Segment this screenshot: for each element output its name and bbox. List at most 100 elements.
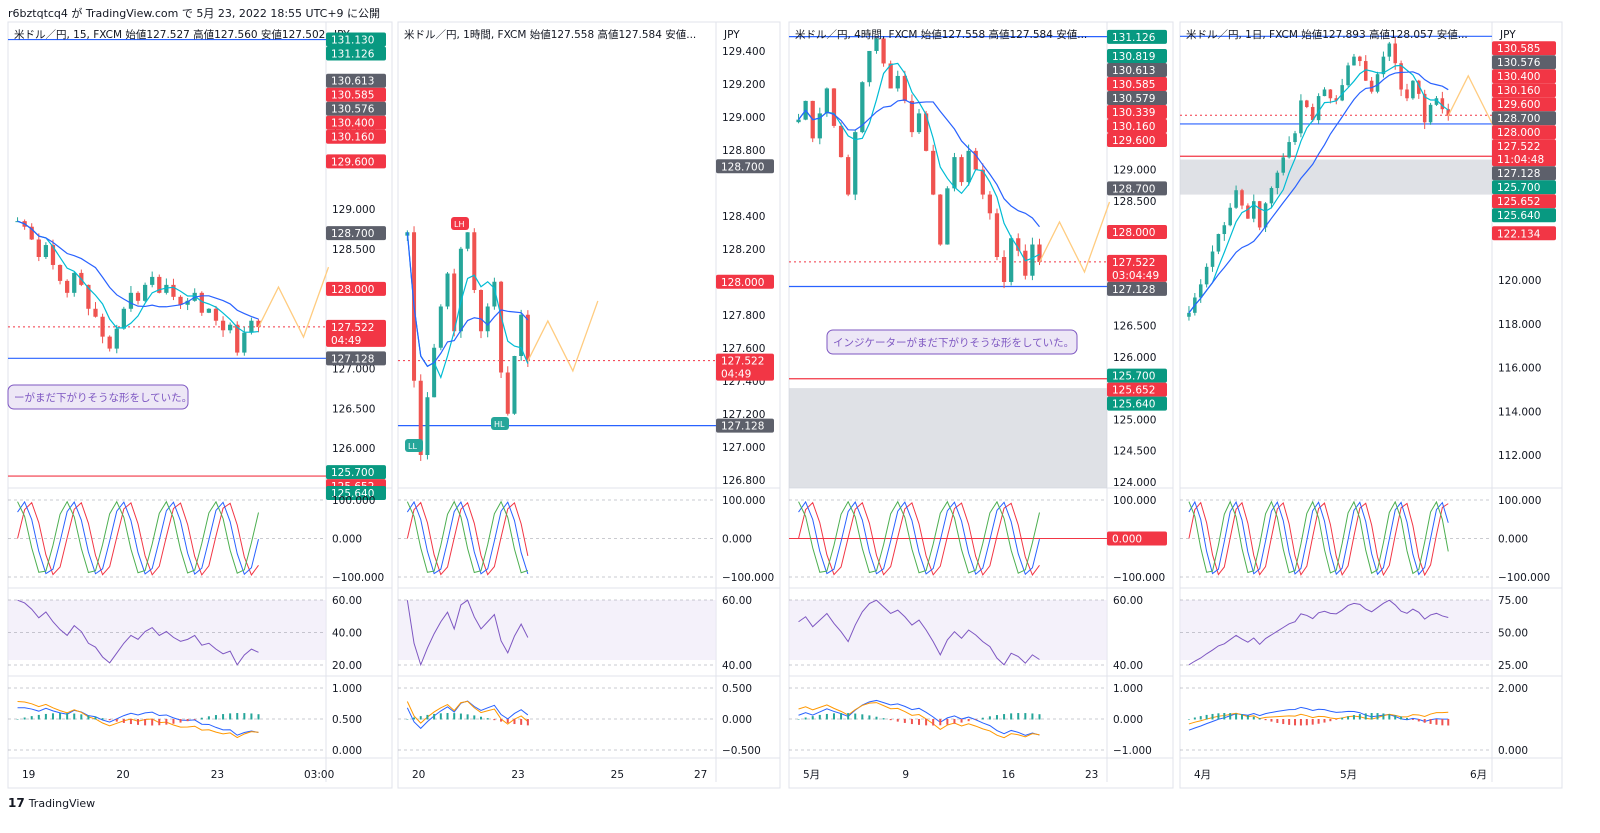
- macd-histogram-bar: [250, 713, 253, 720]
- price-tag-value: 130.576: [331, 104, 375, 116]
- macd-histogram-bar: [1024, 713, 1027, 720]
- candle-body: [150, 276, 155, 285]
- macd-histogram-bar: [1031, 713, 1034, 720]
- macd-histogram-bar: [882, 718, 885, 720]
- candle-body: [157, 276, 162, 293]
- macd-histogram-bar: [229, 713, 232, 720]
- price-tag-value: 125.700: [1497, 182, 1540, 194]
- macd-histogram-bar: [51, 713, 54, 720]
- price-tick-label: 118.000: [1498, 319, 1541, 331]
- indicator-tick-label: 100.000: [332, 495, 375, 507]
- price-tag-value: 125.700: [331, 467, 374, 479]
- candle-body: [1440, 98, 1445, 110]
- price-tag: [326, 281, 386, 296]
- macd-histogram-bar: [486, 718, 489, 720]
- candle-body: [1352, 56, 1356, 66]
- indicator-tick-label: 1.000: [1113, 683, 1143, 695]
- time-tick-label: 23: [211, 769, 224, 781]
- price-tag: [326, 101, 386, 116]
- candle-body: [512, 356, 517, 414]
- candle-body: [1358, 56, 1362, 62]
- macd-histogram-bar: [967, 719, 970, 722]
- price-axis-unit: JPY: [1499, 29, 1516, 41]
- price-tag-value: 131.126: [1112, 32, 1156, 44]
- macd-histogram-bar: [1317, 719, 1320, 724]
- candle-body: [171, 284, 176, 297]
- macd-histogram-bar: [1299, 719, 1302, 726]
- price-tag-value: 125.700: [1112, 371, 1155, 383]
- macd-histogram-bar: [23, 717, 26, 720]
- macd-histogram-bar: [861, 714, 864, 720]
- candle-body: [249, 320, 254, 333]
- ma-long-line: [17, 220, 259, 320]
- macd-histogram-bar: [1282, 719, 1285, 725]
- macd-histogram-bar: [94, 716, 97, 720]
- candle-body: [1405, 89, 1409, 99]
- ma-long-line: [1188, 71, 1449, 314]
- time-tick-label: 27: [694, 769, 707, 781]
- candle-body: [923, 113, 929, 151]
- macd-histogram-bar: [1217, 713, 1220, 720]
- indicator-tick-label: 20.00: [332, 660, 362, 672]
- price-tag: [1107, 181, 1167, 196]
- price-tag: [1492, 194, 1556, 209]
- candle-body: [1428, 104, 1433, 123]
- footer[interactable]: 17 TradingView: [8, 796, 95, 810]
- macd-histogram-bar: [1240, 714, 1243, 720]
- price-tag-value: 128.000: [331, 284, 374, 296]
- price-tag-value: 127.128: [331, 353, 374, 365]
- macd-histogram-bar: [1193, 717, 1196, 720]
- candle-body: [1228, 207, 1232, 226]
- forecast-path: [527, 300, 599, 373]
- price-tag: [1107, 119, 1167, 134]
- annotation-text: ーがまだ下がりそうな形をしていた。: [14, 391, 192, 404]
- price-tag: [1492, 180, 1556, 195]
- indicator-tick-label: 0.500: [722, 683, 752, 695]
- candle-body: [867, 50, 872, 83]
- candle-body: [1375, 74, 1380, 92]
- price-tag-countdown: 04:49: [721, 369, 751, 381]
- time-tick-label: 23: [1085, 769, 1098, 781]
- candle-body: [472, 232, 477, 290]
- macd-histogram-bar: [439, 713, 442, 720]
- macd-histogram-bar: [1406, 717, 1408, 720]
- macd-histogram-bar: [165, 719, 168, 725]
- panel-frame: [1179, 21, 1563, 789]
- macd-histogram-bar: [932, 719, 935, 726]
- candle-body: [1369, 80, 1374, 92]
- price-tag: [326, 226, 386, 241]
- price-tick-label: 128.200: [722, 244, 765, 256]
- price-tick-label: 129.000: [332, 204, 375, 216]
- macd-histogram-bar: [974, 719, 977, 720]
- candle-body: [831, 88, 837, 126]
- annotation-text: インジケーターがまだ下がりそうな形をしていた。: [833, 336, 1074, 349]
- candle-body: [1030, 244, 1035, 276]
- price-tag: [1107, 382, 1167, 397]
- macd-histogram-bar: [889, 719, 892, 721]
- price-tag-value: 127.522: [1497, 141, 1540, 153]
- macd-histogram-bar: [433, 713, 436, 720]
- price-tag: [1492, 41, 1556, 56]
- candle-body: [1252, 201, 1256, 219]
- header-text: r6bztqtcq4 が TradingView.com で 5月 23, 20…: [8, 7, 381, 20]
- price-tag: [1492, 125, 1556, 140]
- candle-body: [916, 113, 922, 133]
- price-tick-label: 124.000: [1113, 477, 1156, 489]
- rsi-band: [8, 600, 326, 660]
- macd-histogram-bar: [1276, 719, 1279, 723]
- price-tick-label: 124.500: [1113, 446, 1156, 458]
- candle-body: [1328, 89, 1333, 99]
- candle-body: [1263, 203, 1268, 228]
- price-tag: [326, 154, 386, 169]
- candle-body: [1340, 85, 1344, 101]
- indicator-tick-label: 100.000: [1498, 495, 1541, 507]
- macd-histogram-bar: [137, 719, 140, 725]
- macd-histogram-bar: [193, 719, 196, 720]
- macd-histogram-bar: [1264, 719, 1267, 721]
- candle-body: [931, 150, 936, 195]
- stochastic-line: [17, 501, 259, 576]
- rsi-band: [1180, 600, 1492, 660]
- charts-canvas: 米ドル／円, 15, FXCM 始値127.527 高値127.560 安値12…: [7, 21, 1563, 789]
- candle-body: [114, 328, 119, 349]
- indicator-tick-label: 0.000: [1498, 534, 1528, 546]
